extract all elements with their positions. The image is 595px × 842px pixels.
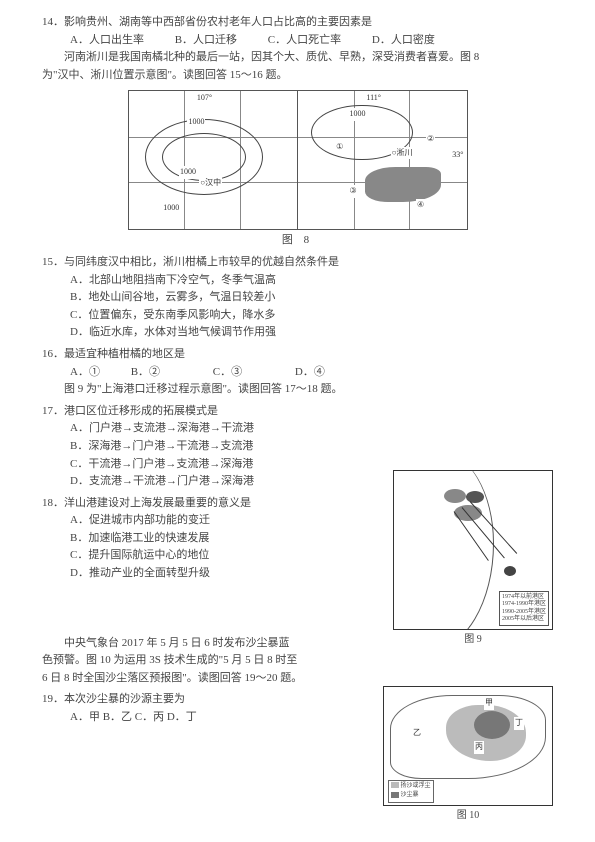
q17-stem: 17．港口区位迁移形成的拓展模式是 <box>42 403 553 421</box>
q16-opt-a: A．① <box>70 364 100 382</box>
q14-stem: 14．影响贵州、湖南等中西部省份农村老年人口占比高的主要因素是 <box>42 14 553 32</box>
q16-opt-b: B．② <box>131 364 160 382</box>
q16-opt-d: D．④ <box>295 364 325 382</box>
q15-stem: 15．与同纬度汉中相比，淅川柑橘上市较早的优越自然条件是 <box>42 254 553 272</box>
fig8-c3: ③ <box>349 185 358 198</box>
fig8-hanzhong: ○汉中 <box>199 177 222 190</box>
fig8-c4: ④ <box>416 199 425 212</box>
figure-9-box: 1974年以前港区 1974-1990年港区 1990-2005年港区 2005… <box>393 470 553 630</box>
fig10-bing: 丙 <box>474 741 484 754</box>
q15-opt-d: D．临近水库，水体对当地气候调节作用强 <box>42 324 553 342</box>
intro-15-16-a: 河南淅川是我国南橘北种的最后一站，因其个大、质优、早熟，深受消费者喜爱。图 8 <box>42 49 553 67</box>
fig8-l1000c: 1000 <box>162 202 180 215</box>
figure-8: 107° 1000 1000 ○汉中 1000 111° 1000 ○淅川 50… <box>128 90 468 250</box>
fig8-left-panel: 107° 1000 1000 ○汉中 1000 <box>129 91 299 229</box>
fig8-lon-111: 111° <box>365 92 382 105</box>
q14-opt-b: B．人口迁移 <box>175 32 237 50</box>
figure-8-box: 107° 1000 1000 ○汉中 1000 111° 1000 ○淅川 50… <box>128 90 468 230</box>
fig9-leg2: 1974-1990年港区 <box>502 601 546 608</box>
figure-9-caption: 图 9 <box>393 632 553 648</box>
q14-opt-a: A．人口出生率 <box>70 32 144 50</box>
fig8-right-panel: 111° 1000 ○淅川 500 33° ① ② ③ ④ 图 例 500 等高… <box>298 91 467 229</box>
q14-options: A．人口出生率 B．人口迁移 C．人口死亡率 D．人口密度 <box>42 32 553 50</box>
fig8-l1000b: 1000 <box>179 166 197 179</box>
fig8-xichuan: ○淅川 <box>391 147 414 160</box>
figure-10-box: 甲 乙 丙 丁 扬沙或浮尘 沙尘暴 <box>383 686 553 806</box>
fig10-legend: 扬沙或浮尘 沙尘暴 <box>388 780 434 803</box>
figure-10-caption: 图 10 <box>383 808 553 824</box>
fig10-yi: 乙 <box>412 727 422 740</box>
q17-opt-a: A．门户港→支流港→深海港→干流港 <box>42 420 553 438</box>
q15-opt-a: A．北部山地阻挡南下冷空气，冬季气温高 <box>42 272 553 290</box>
fig9-legend: 1974年以前港区 1974-1990年港区 1990-2005年港区 2005… <box>499 591 549 626</box>
figure-10: 甲 乙 丙 丁 扬沙或浮尘 沙尘暴 图 10 <box>383 686 553 824</box>
fig10-leg1: 扬沙或浮尘 <box>391 782 431 792</box>
fig8-c1: ① <box>335 141 344 154</box>
figure-8-caption: 图 8 <box>128 232 468 250</box>
intro-19-20-c: 6 日 8 时全国沙尘落区预报图"。读图回答 19～20 题。 <box>42 670 553 688</box>
q15-opt-b: B．地处山间谷地，云雾多，气温日较差小 <box>42 289 553 307</box>
fig8-lat33: 33° <box>451 149 464 162</box>
fig8-l1000a: 1000 <box>187 116 205 129</box>
figure-9: 1974年以前港区 1974-1990年港区 1990-2005年港区 2005… <box>393 470 553 648</box>
q14-opt-c: C．人口死亡率 <box>268 32 341 50</box>
fig9-leg3: 1990-2005年港区 <box>502 609 546 616</box>
q16-opt-c: C．③ <box>213 364 242 382</box>
fig9-leg4: 2005年以后港区 <box>502 616 546 623</box>
fig8-lon-107: 107° <box>196 92 213 105</box>
q16-stem: 16．最适宜种植柑橘的地区是 <box>42 346 553 364</box>
fig10-ding: 丁 <box>514 717 524 730</box>
q15-opt-c: C．位置偏东，受东南季风影响大，降水多 <box>42 307 553 325</box>
q17-opt-b: B．深海港→门户港→干流港→支流港 <box>42 438 553 456</box>
q16-options: A．① B．② C．③ D．④ <box>42 364 553 382</box>
fig8-c2: ② <box>426 133 435 146</box>
intro-17-18: 图 9 为"上海港口迁移过程示意图"。读图回答 17～18 题。 <box>42 381 553 399</box>
fig10-jia: 甲 <box>484 697 494 710</box>
q14-opt-d: D．人口密度 <box>372 32 435 50</box>
fig10-leg2: 沙尘暴 <box>391 791 431 801</box>
fig8-r1000: 1000 <box>349 108 367 121</box>
intro-15-16-b: 为"汉中、淅川位置示意图"。读图回答 15～16 题。 <box>42 67 553 85</box>
intro-19-20-b: 色预警。图 10 为运用 3S 技术生成的"5 月 5 日 8 时至 <box>42 652 553 670</box>
